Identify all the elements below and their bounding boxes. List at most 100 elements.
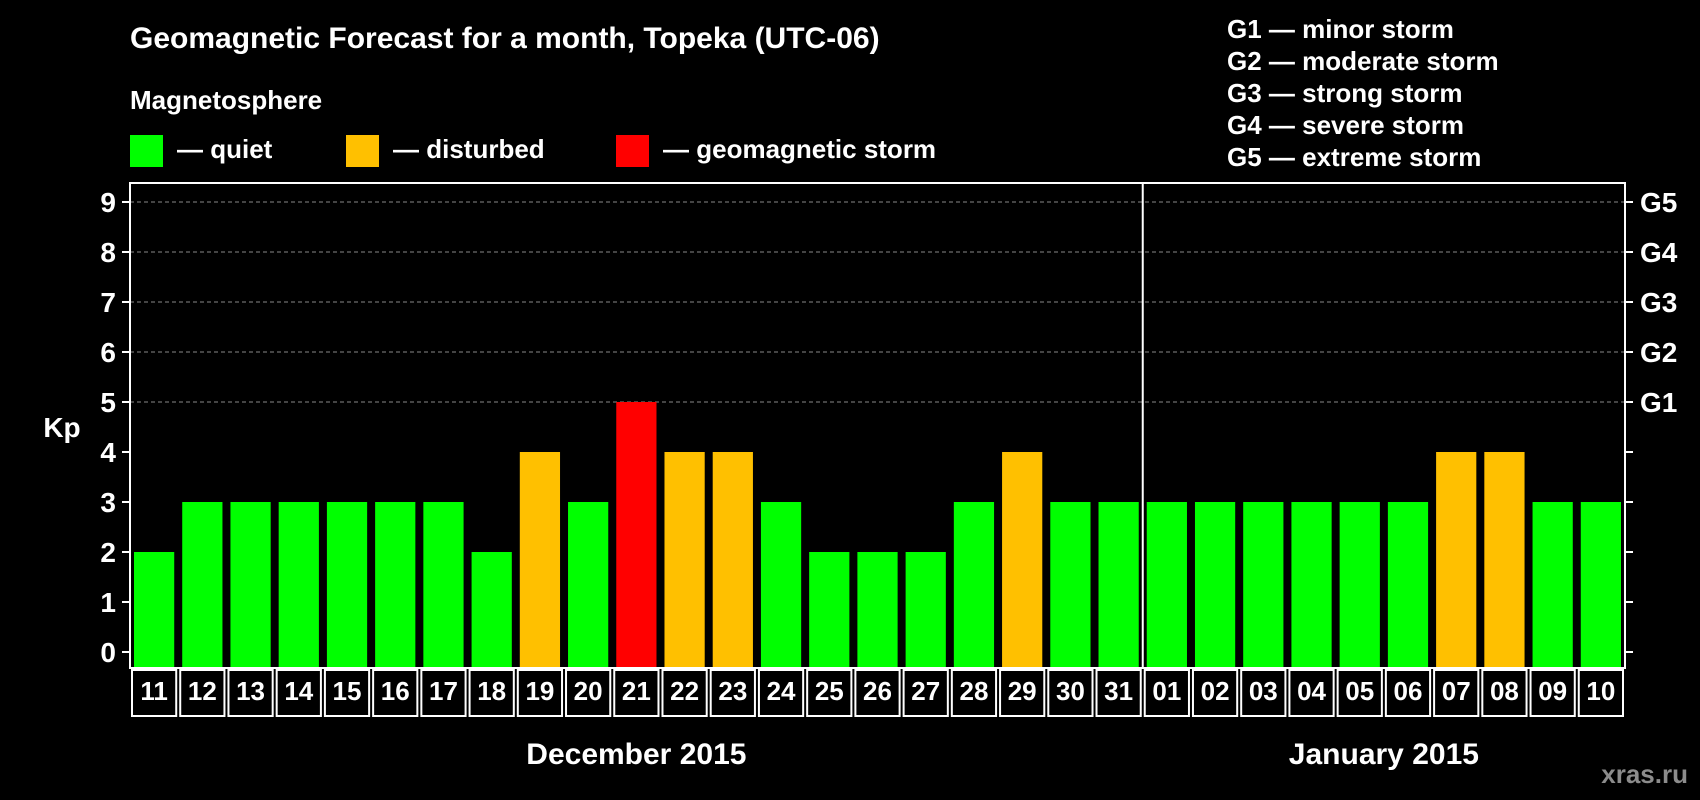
bar-14 xyxy=(278,502,319,668)
day-box-16 xyxy=(372,669,419,717)
day-box-08 xyxy=(1481,669,1528,717)
day-label-03: 03 xyxy=(1249,676,1278,706)
day-box-18 xyxy=(468,669,515,717)
right-tick-label-G2: G2 xyxy=(1640,337,1677,368)
storm-legend-g4: G4 — severe storm xyxy=(1227,110,1464,140)
bar-01 xyxy=(1146,502,1187,668)
y-tick-label-7: 7 xyxy=(100,287,116,318)
bar-12 xyxy=(182,502,223,668)
bar-21 xyxy=(616,402,657,668)
y-axis-label: Kp xyxy=(43,412,80,443)
day-label-29: 29 xyxy=(1008,676,1037,706)
bar-09 xyxy=(1532,502,1573,668)
day-box-23 xyxy=(709,669,756,717)
bar-18 xyxy=(471,552,512,668)
bar-13 xyxy=(230,502,271,668)
plot-frame xyxy=(129,182,1626,669)
bar-28 xyxy=(953,502,995,668)
day-box-27 xyxy=(902,669,949,717)
day-label-26: 26 xyxy=(863,676,892,706)
bar-16 xyxy=(375,502,416,668)
day-box-04 xyxy=(1288,669,1335,717)
y-tick-label-6: 6 xyxy=(100,337,116,368)
day-box-01 xyxy=(1143,669,1190,717)
day-label-16: 16 xyxy=(381,676,410,706)
legend-swatch-storm xyxy=(616,135,649,167)
day-box-25 xyxy=(806,669,853,717)
day-label-08: 08 xyxy=(1490,676,1519,706)
legend-label-quiet: — quiet xyxy=(177,134,273,164)
y-tick-label-9: 9 xyxy=(100,187,116,218)
day-box-20 xyxy=(565,669,612,717)
bar-05 xyxy=(1339,502,1380,668)
day-box-07 xyxy=(1433,669,1480,717)
day-box-06 xyxy=(1384,669,1432,717)
storm-legend-g2: G2 — moderate storm xyxy=(1227,46,1499,76)
day-label-23: 23 xyxy=(718,676,747,706)
tick-labels: 0 1 2 3 4 5 6 7 8 9 G1 G2 G3 G4 G5 xyxy=(100,187,1677,668)
day-label-28: 28 xyxy=(959,676,988,706)
right-tick-label-G3: G3 xyxy=(1640,287,1677,318)
day-box-21 xyxy=(613,669,660,717)
day-label-04: 04 xyxy=(1297,676,1326,706)
day-label-15: 15 xyxy=(333,676,362,706)
y-tick-label-4: 4 xyxy=(100,437,116,468)
bar-22 xyxy=(664,452,705,668)
day-box-14 xyxy=(275,669,322,717)
day-label-11: 11 xyxy=(140,676,168,706)
bar-11 xyxy=(134,552,175,668)
day-box-22 xyxy=(661,669,708,717)
day-box-30 xyxy=(1047,669,1094,717)
day-label-17: 17 xyxy=(429,676,458,706)
bar-06 xyxy=(1387,502,1429,668)
day-box-26 xyxy=(854,669,901,717)
day-label-22: 22 xyxy=(670,676,699,706)
y-tick-label-3: 3 xyxy=(100,487,116,518)
day-box-13 xyxy=(227,669,274,717)
month-label-1: January 2015 xyxy=(1289,738,1479,771)
bar-15 xyxy=(326,502,368,668)
axes xyxy=(122,182,1633,669)
day-box-03 xyxy=(1240,669,1287,717)
bar-08 xyxy=(1484,452,1525,668)
bar-19 xyxy=(519,452,561,668)
bar-17 xyxy=(423,502,464,668)
day-box-17 xyxy=(420,669,467,717)
legend-label-disturbed: — disturbed xyxy=(393,134,545,164)
day-box-12 xyxy=(179,669,226,717)
day-label-06: 06 xyxy=(1394,676,1423,706)
bar-20 xyxy=(568,502,609,668)
legend-swatch-quiet xyxy=(130,135,163,167)
y-tick-label-5: 5 xyxy=(100,387,116,418)
bar-07 xyxy=(1436,452,1477,668)
day-label-14: 14 xyxy=(284,676,313,706)
bar-30 xyxy=(1050,502,1091,668)
bar-04 xyxy=(1291,502,1332,668)
y-tick-label-1: 1 xyxy=(100,587,116,618)
day-label-09: 09 xyxy=(1538,676,1567,706)
bar-23 xyxy=(712,452,753,668)
day-box-15 xyxy=(323,669,371,717)
day-box-10 xyxy=(1577,669,1624,717)
storm-legend-g1: G1 — minor storm xyxy=(1227,14,1454,44)
day-box-29 xyxy=(999,669,1046,717)
day-box-31 xyxy=(1095,669,1142,717)
month-label-0: December 2015 xyxy=(526,738,746,771)
month-labels: December 2015 January 2015 xyxy=(526,738,1479,771)
day-label-05: 05 xyxy=(1345,676,1374,706)
day-label-27: 27 xyxy=(911,676,940,706)
day-label-12: 12 xyxy=(188,676,217,706)
bar-02 xyxy=(1194,502,1236,668)
day-label-24: 24 xyxy=(767,676,796,706)
day-box-19 xyxy=(516,669,564,717)
day-label-20: 20 xyxy=(574,676,603,706)
day-label-10: 10 xyxy=(1586,676,1615,706)
right-tick-label-G1: G1 xyxy=(1640,387,1677,418)
chart-title: Geomagnetic Forecast for a month, Topeka… xyxy=(130,22,880,55)
day-label-25: 25 xyxy=(815,676,844,706)
day-label-01: 01 xyxy=(1152,676,1181,706)
bar-03 xyxy=(1243,502,1284,668)
day-label-18: 18 xyxy=(477,676,506,706)
legend-swatch-disturbed xyxy=(346,135,379,167)
